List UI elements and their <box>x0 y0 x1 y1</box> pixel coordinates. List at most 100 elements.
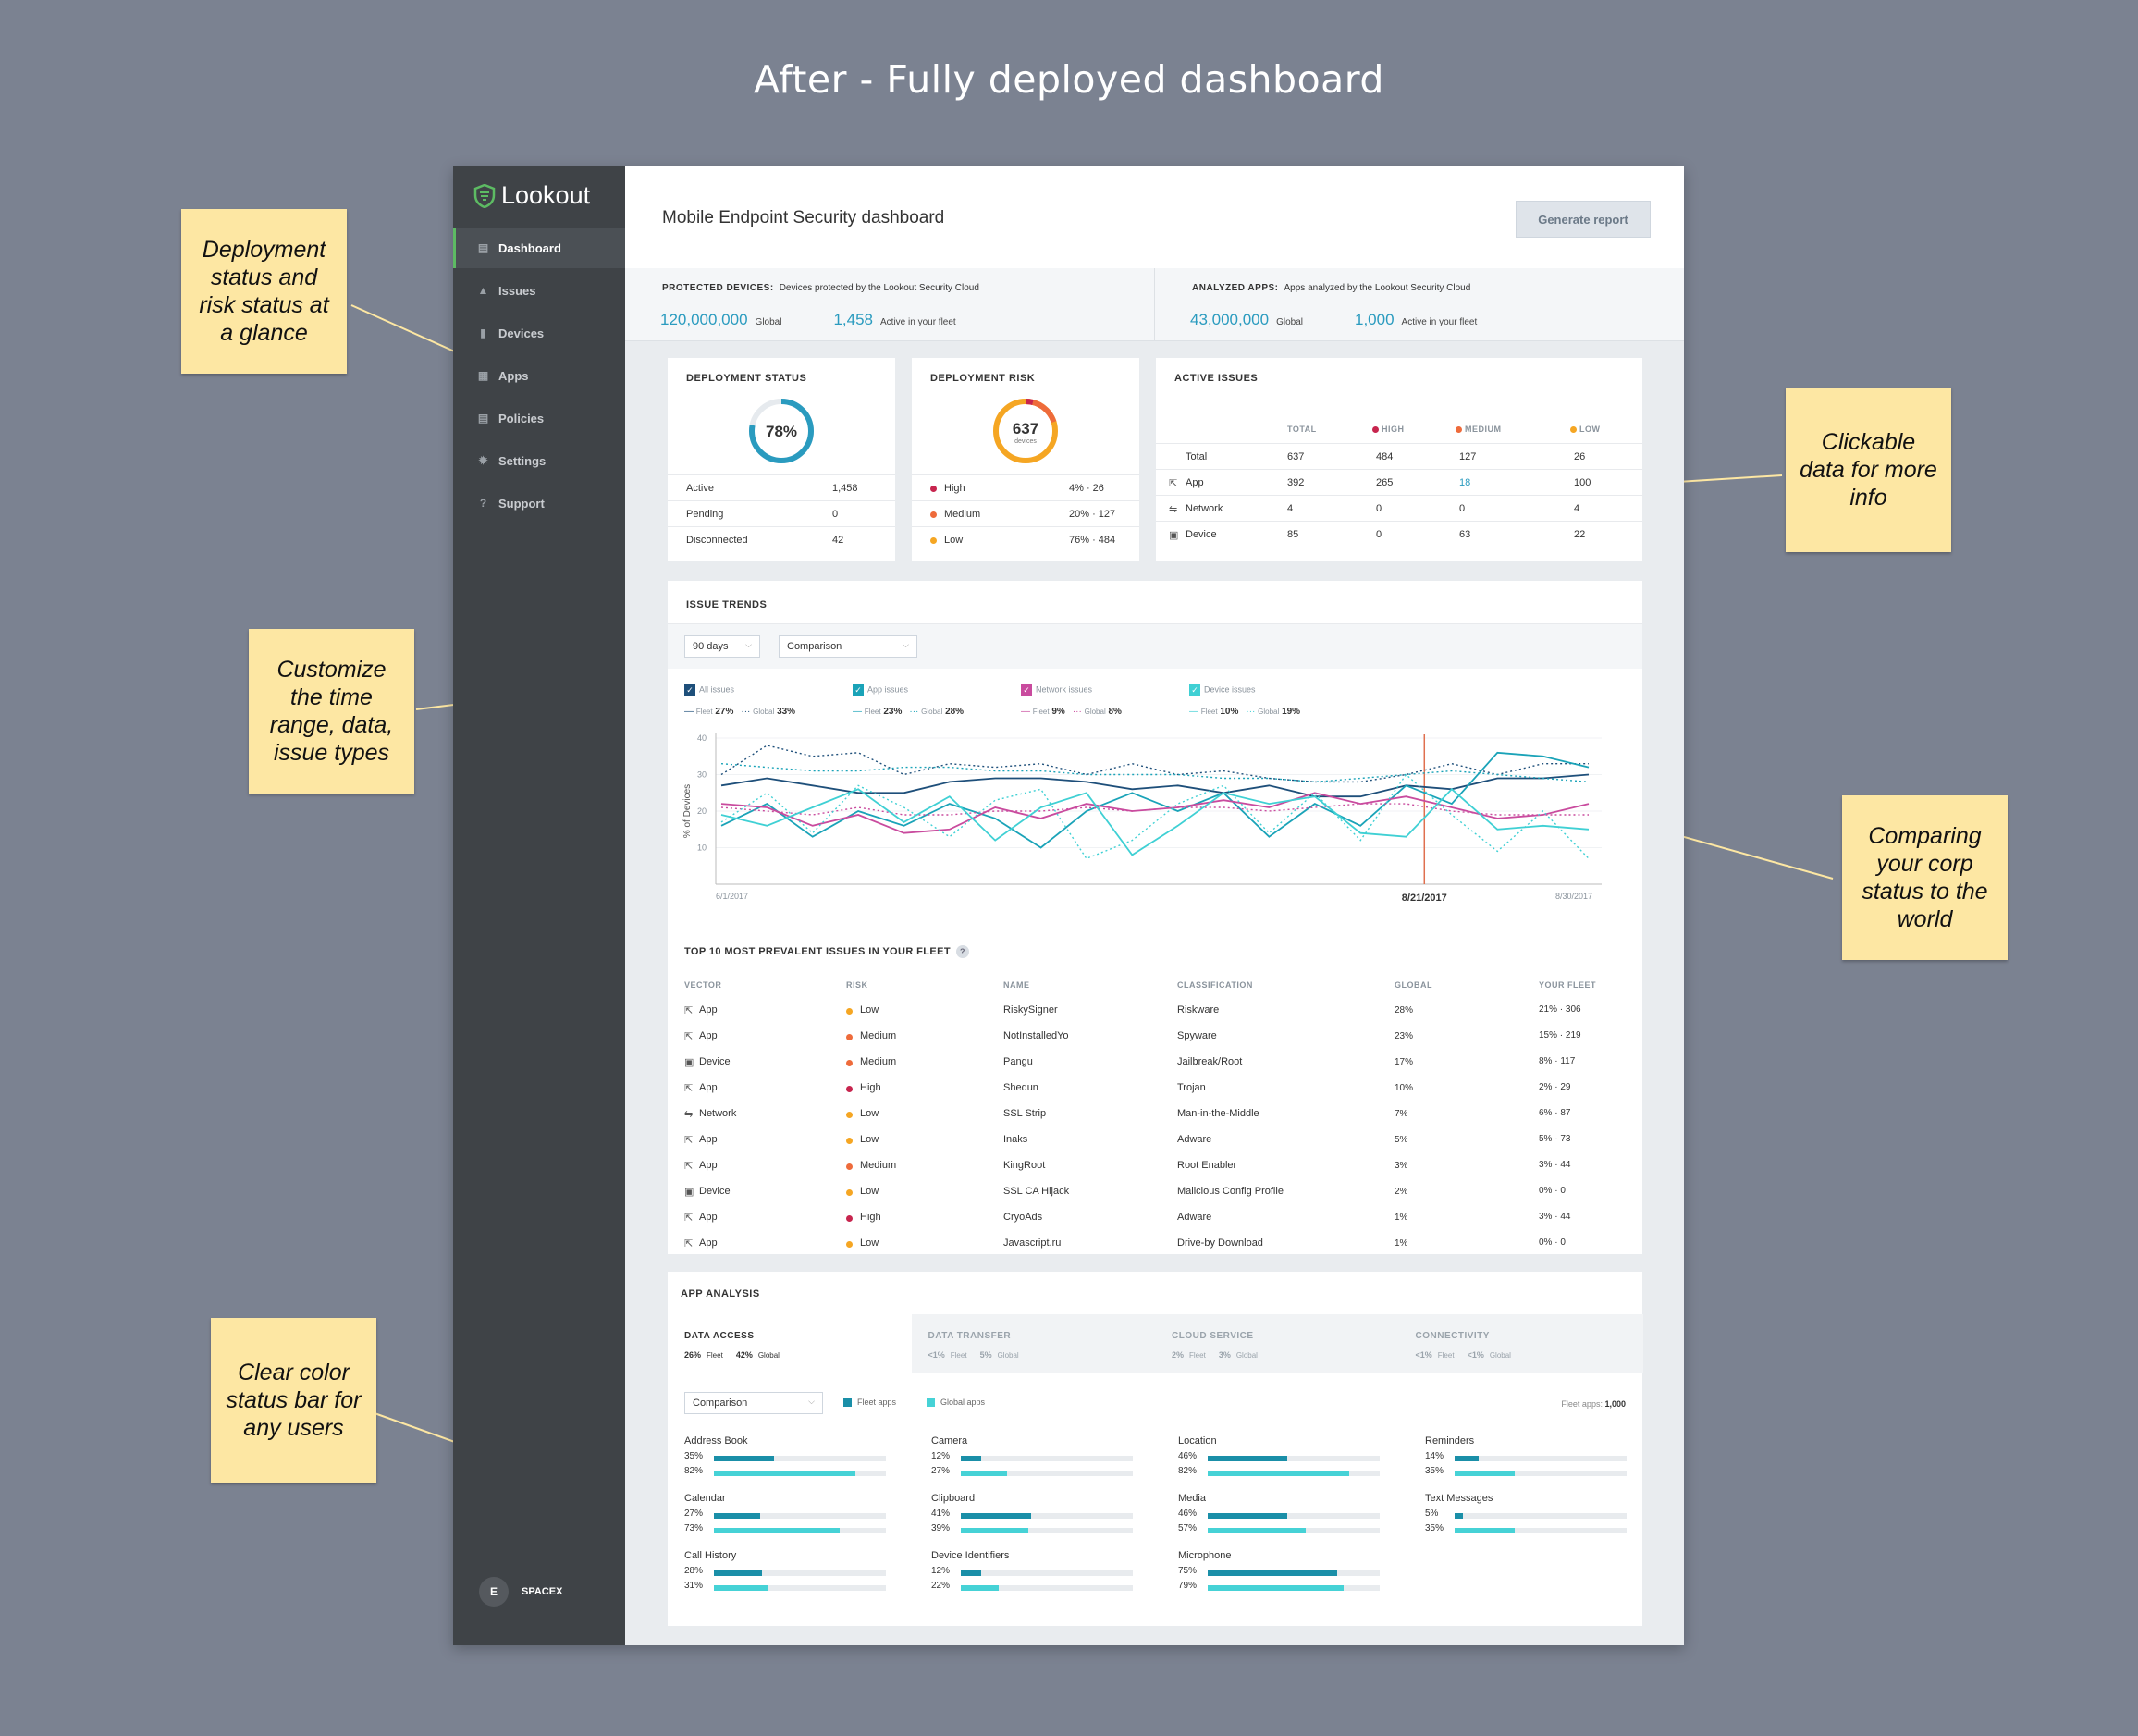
sidebar-item-devices[interactable]: ▮ Devices <box>453 313 625 353</box>
table-row[interactable]: ▣ Device Low SSL CA Hijack Malicious Config … <box>668 1180 1642 1206</box>
issue-row-total[interactable]: Total 637 484 127 26 <box>1156 443 1642 470</box>
compare-mode-select[interactable]: Comparison ⌵ <box>779 635 917 658</box>
low-value[interactable]: 4 <box>1574 503 1580 514</box>
table-row[interactable]: ⇋ Network Low SSL Strip Man-in-the-Middle 7% 6… <box>668 1102 1642 1128</box>
row-label: Network <box>1186 503 1223 514</box>
medium-value[interactable]: 127 <box>1459 451 1477 462</box>
row-label: Total <box>1186 451 1208 462</box>
series-line-0[interactable] <box>720 773 1590 798</box>
help-icon[interactable]: ? <box>955 945 969 958</box>
sidebar-item-issues[interactable]: ▲ Issues <box>453 270 625 311</box>
name-cell[interactable]: RiskySigner <box>1003 1004 1058 1016</box>
sidebar-item-apps[interactable]: ▦ Apps <box>453 355 625 396</box>
name-cell[interactable]: Javascript.ru <box>1003 1237 1062 1249</box>
high-value[interactable]: 0 <box>1376 503 1382 514</box>
issue-row-app[interactable]: ⇱ App 392 265 18 100 <box>1156 469 1642 496</box>
table-row[interactable]: ⇱ App High Shedun Trojan 10% 2% · 29 <box>668 1077 1642 1102</box>
permission-camera[interactable]: Camera 12% 27% <box>931 1435 1135 1480</box>
name-cell[interactable]: Pangu <box>1003 1056 1033 1067</box>
total-value[interactable]: 85 <box>1287 529 1299 540</box>
high-value[interactable]: 265 <box>1376 477 1394 488</box>
permission-media[interactable]: Media 46% 57% <box>1178 1493 1382 1537</box>
sidebar-item-settings[interactable]: ✹ Settings <box>453 440 625 481</box>
table-row[interactable]: ▣ Device Medium Pangu Jailbreak/Root 17% 8% · … <box>668 1051 1642 1077</box>
permission-clipboard[interactable]: Clipboard 41% 39% <box>931 1493 1135 1537</box>
table-row[interactable]: ⇱ App Medium NotInstalledYo Spyware 23% 15% · … <box>668 1025 1642 1051</box>
top10-col-header[interactable]: NAME <box>1003 980 1030 990</box>
status-row-pending[interactable]: Pending 0 <box>668 500 895 527</box>
high-value[interactable]: 0 <box>1376 529 1382 540</box>
issue-row-network[interactable]: ⇋ Network 4 0 0 4 <box>1156 495 1642 522</box>
total-value[interactable]: 392 <box>1287 477 1305 488</box>
sidebar-item-support[interactable]: ? Support <box>453 483 625 523</box>
generate-report-button[interactable]: Generate report <box>1516 201 1651 238</box>
name-cell[interactable]: NotInstalledYo <box>1003 1030 1069 1041</box>
permission-location[interactable]: Location 46% 82% <box>1178 1435 1382 1480</box>
series-line-4[interactable] <box>720 792 1590 834</box>
risk-row-low[interactable]: Low 76% · 484 <box>912 526 1139 553</box>
sidebar-item-policies[interactable]: ▤ Policies <box>453 398 625 438</box>
legend-toggle-2[interactable]: ✓ Network issues <box>1021 684 1092 696</box>
table-row[interactable]: ⇱ App Low Javascript.ru Drive-by Download 1% 0… <box>668 1232 1642 1258</box>
name-cell[interactable]: SSL Strip <box>1003 1108 1047 1119</box>
name-cell[interactable]: CryoAds <box>1003 1212 1043 1223</box>
analyzed-global-value[interactable]: 43,000,000 <box>1190 311 1270 328</box>
protected-fleet-value[interactable]: 1,458 <box>833 311 873 328</box>
low-value[interactable]: 26 <box>1574 451 1586 462</box>
top10-col-header[interactable]: CLASSIFICATION <box>1177 980 1253 990</box>
low-value[interactable]: 100 <box>1574 477 1591 488</box>
permission-device-identifiers[interactable]: Device Identifiers 12% 22% <box>931 1550 1135 1594</box>
low-value[interactable]: 22 <box>1574 529 1586 540</box>
series-line-2[interactable] <box>720 751 1590 849</box>
medium-value[interactable]: 63 <box>1459 529 1471 540</box>
series-line-5[interactable] <box>720 803 1589 816</box>
legend-toggle-1[interactable]: ✓ App issues <box>853 684 908 696</box>
permission-address-book[interactable]: Address Book 35% 82% <box>684 1435 888 1480</box>
medium-value[interactable]: 18 <box>1459 477 1471 488</box>
name-cell[interactable]: SSL CA Hijack <box>1003 1186 1070 1197</box>
table-row[interactable]: ⇱ App Low Inaks Adware 5% 5% · 73 <box>668 1128 1642 1154</box>
fleet-percent: 46% <box>1178 1451 1198 1461</box>
tab-cloud-service[interactable]: CLOUD SERVICE 2% Fleet 3% Global <box>1155 1314 1399 1373</box>
permission-calendar[interactable]: Calendar 27% 73% <box>684 1493 888 1537</box>
issue-row-device[interactable]: ▣ Device 85 0 63 22 <box>1156 521 1642 548</box>
table-row[interactable]: ⇱ App High CryoAds Adware 1% 3% · 44 <box>668 1206 1642 1232</box>
permission-microphone[interactable]: Microphone 75% 79% <box>1178 1550 1382 1594</box>
name-cell[interactable]: Inaks <box>1003 1134 1028 1145</box>
analyzed-fleet-value[interactable]: 1,000 <box>1355 311 1395 328</box>
status-row-active[interactable]: Active 1,458 <box>668 474 895 501</box>
high-value[interactable]: 484 <box>1376 451 1394 462</box>
permission-call-history[interactable]: Call History 28% 31% <box>684 1550 888 1594</box>
top10-col-header[interactable]: YOUR FLEET <box>1539 980 1597 990</box>
tab-data-transfer[interactable]: DATA TRANSFER <1% Fleet 5% Global <box>911 1314 1156 1373</box>
name-cell[interactable]: KingRoot <box>1003 1160 1046 1171</box>
series-line-1[interactable] <box>720 745 1589 783</box>
app-analysis-mode-select[interactable]: Comparison ⌵ <box>684 1392 823 1414</box>
permission-text-messages[interactable]: Text Messages 5% 35% <box>1425 1493 1628 1537</box>
sidebar-item-dashboard[interactable]: ▤ Dashboard <box>453 228 625 268</box>
table-row[interactable]: ⇱ App Medium KingRoot Root Enabler 3% 3% · 44 <box>668 1154 1642 1180</box>
risk-row-medium[interactable]: Medium 20% · 127 <box>912 500 1139 527</box>
permission-reminders[interactable]: Reminders 14% 35% <box>1425 1435 1628 1480</box>
tab-data-access[interactable]: DATA ACCESS 26% Fleet 42% Global <box>668 1314 912 1373</box>
total-value[interactable]: 637 <box>1287 451 1305 462</box>
top10-col-header[interactable]: GLOBAL <box>1395 980 1432 990</box>
legend-toggle-0[interactable]: ✓ All issues <box>684 684 734 696</box>
org-switcher[interactable]: E SPACEX <box>479 1577 562 1607</box>
tab-connectivity[interactable]: CONNECTIVITY <1% Fleet <1% Global <box>1398 1314 1643 1373</box>
name-cell[interactable]: Shedun <box>1003 1082 1038 1093</box>
legend-toggle-3[interactable]: ✓ Device issues <box>1189 684 1256 696</box>
lookout-logo[interactable]: Lookout <box>473 181 590 210</box>
risk-row-high[interactable]: High 4% · 26 <box>912 474 1139 501</box>
top10-col-header[interactable]: RISK <box>846 980 868 990</box>
table-row[interactable]: ⇱ App Low RiskySigner Riskware 28% 21% · 306 <box>668 999 1642 1025</box>
time-range-select[interactable]: 90 days ⌵ <box>684 635 760 658</box>
protected-global-value[interactable]: 120,000,000 <box>660 311 748 328</box>
status-row-disconnected[interactable]: Disconnected 42 <box>668 526 895 553</box>
medium-value[interactable]: 0 <box>1459 503 1466 514</box>
top10-col-header[interactable]: VECTOR <box>684 980 722 990</box>
sidebar-item-label: Policies <box>498 411 545 425</box>
total-value[interactable]: 4 <box>1287 503 1294 514</box>
series-line-6[interactable] <box>720 788 1590 856</box>
series-line-3[interactable] <box>720 763 1590 783</box>
